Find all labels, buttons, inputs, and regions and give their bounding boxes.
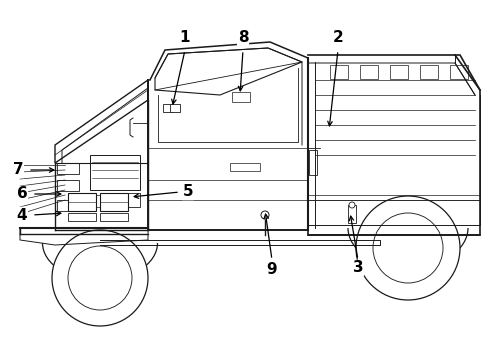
Bar xyxy=(100,193,128,211)
Bar xyxy=(163,104,173,112)
Polygon shape xyxy=(55,80,148,163)
Bar xyxy=(82,195,100,207)
Bar xyxy=(330,65,348,79)
Bar xyxy=(450,65,468,79)
Circle shape xyxy=(349,202,355,208)
Bar xyxy=(115,193,140,207)
Text: 6: 6 xyxy=(17,186,27,202)
Text: 5: 5 xyxy=(183,184,194,199)
Bar xyxy=(360,65,378,79)
Bar xyxy=(68,193,96,211)
Text: 2: 2 xyxy=(333,31,343,45)
Bar xyxy=(348,205,356,223)
Text: 4: 4 xyxy=(17,207,27,222)
Circle shape xyxy=(68,246,132,310)
Bar xyxy=(390,65,408,79)
Bar xyxy=(230,163,260,171)
Text: 3: 3 xyxy=(353,261,363,275)
Bar xyxy=(57,163,79,174)
Circle shape xyxy=(373,213,443,283)
Bar xyxy=(170,104,180,112)
Bar xyxy=(57,180,79,191)
Circle shape xyxy=(52,230,148,326)
Text: 9: 9 xyxy=(267,262,277,278)
Bar xyxy=(309,150,317,175)
Bar xyxy=(90,155,140,190)
Circle shape xyxy=(356,196,460,300)
Polygon shape xyxy=(148,42,308,230)
Text: 1: 1 xyxy=(180,31,190,45)
Bar xyxy=(100,213,128,221)
Bar xyxy=(420,65,438,79)
Bar xyxy=(232,92,250,102)
Bar xyxy=(57,200,79,211)
Polygon shape xyxy=(155,48,302,95)
Circle shape xyxy=(261,211,269,219)
Text: 8: 8 xyxy=(238,31,248,45)
Text: 7: 7 xyxy=(13,162,24,177)
Bar xyxy=(68,213,96,221)
